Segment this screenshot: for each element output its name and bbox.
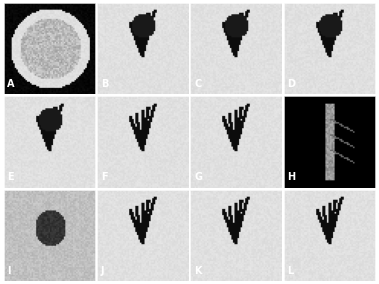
Text: J: J — [101, 266, 104, 276]
Text: L: L — [287, 266, 294, 276]
Text: K: K — [194, 266, 202, 276]
Text: F: F — [101, 172, 107, 182]
Text: D: D — [287, 79, 295, 89]
Text: B: B — [101, 79, 108, 89]
Text: E: E — [8, 172, 14, 182]
Text: A: A — [8, 79, 15, 89]
Text: I: I — [8, 266, 11, 276]
Text: H: H — [287, 172, 296, 182]
Text: G: G — [194, 172, 202, 182]
Text: C: C — [194, 79, 201, 89]
